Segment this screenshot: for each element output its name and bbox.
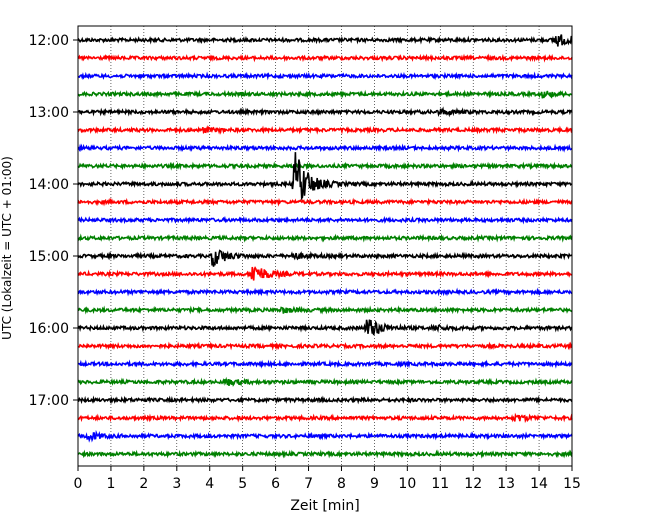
x-tick-label: 11 <box>431 476 449 492</box>
trace-line <box>77 53 573 63</box>
x-tick-label: 14 <box>530 476 548 492</box>
trace-line <box>77 449 573 459</box>
x-tick-label: 1 <box>106 476 115 492</box>
plot-frame <box>77 25 573 467</box>
x-grid <box>110 26 540 466</box>
y-axis-label: UTC (Lokalzeit = UTC + 01:00) <box>0 156 14 340</box>
seismic-traces <box>77 34 573 459</box>
x-tick-label: 7 <box>304 476 313 492</box>
trace-line <box>77 266 573 281</box>
trace-line <box>77 152 573 201</box>
x-tick-label: 3 <box>172 476 181 492</box>
trace-line <box>77 34 573 47</box>
x-tick-label: 4 <box>205 476 214 492</box>
trace-line <box>77 429 573 443</box>
x-tick-label: 9 <box>370 476 379 492</box>
trace-line <box>77 89 573 99</box>
x-tick-label: 5 <box>238 476 247 492</box>
trace-line <box>77 319 573 336</box>
y-tick-label: 15:00 <box>29 249 69 265</box>
trace-line <box>77 395 573 405</box>
y-tick-label: 16:00 <box>29 321 69 337</box>
x-tick-label: 0 <box>74 476 83 492</box>
x-tick-label: 10 <box>398 476 416 492</box>
x-tick-label: 2 <box>139 476 148 492</box>
trace-line <box>77 305 573 315</box>
trace-line <box>77 161 573 171</box>
trace-line <box>77 412 573 424</box>
trace-line <box>77 249 573 267</box>
trace-line <box>77 233 573 243</box>
trace-line <box>77 125 573 135</box>
x-tick-label: 15 <box>563 476 581 492</box>
trace-line <box>77 71 573 81</box>
trace-line <box>77 359 573 369</box>
trace-line <box>77 287 573 297</box>
x-axis-label: Zeit [min] <box>290 498 359 514</box>
trace-line <box>77 197 573 207</box>
trace-line <box>77 143 573 153</box>
trace-line <box>77 376 573 387</box>
x-tick-label: 8 <box>337 476 346 492</box>
y-tick-label: 12:00 <box>29 33 69 49</box>
y-tick-label: 14:00 <box>29 177 69 193</box>
x-tick-label: 13 <box>497 476 515 492</box>
y-axis-ticks: 12:00 13:00 14:00 15:00 16:00 17:00 <box>29 33 78 409</box>
trace-line <box>77 215 573 225</box>
x-tick-label: 6 <box>271 476 280 492</box>
x-tick-label: 12 <box>464 476 482 492</box>
y-tick-label: 13:00 <box>29 105 69 121</box>
y-tick-label: 17:00 <box>29 393 69 409</box>
trace-line <box>77 341 573 351</box>
x-axis-ticks: 0 1 2 3 4 5 6 7 8 9 10 11 12 13 14 15 <box>74 466 581 492</box>
trace-line <box>77 106 573 118</box>
